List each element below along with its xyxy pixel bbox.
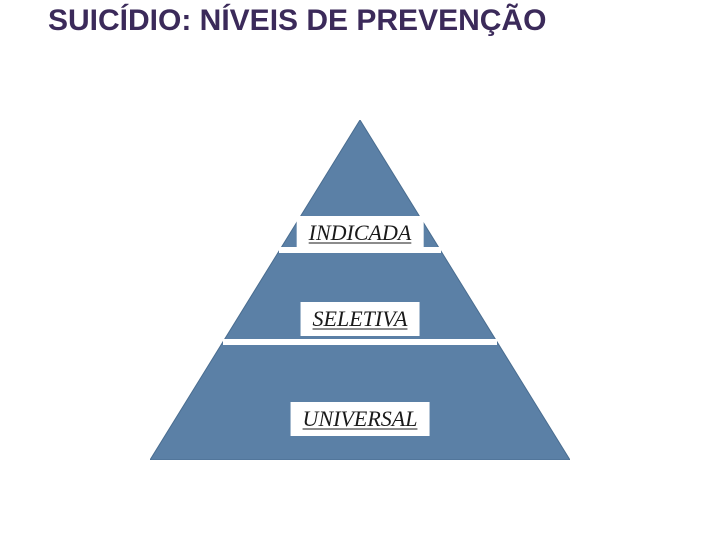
pyramid-level-label-seletiva: SELETIVA	[301, 302, 420, 336]
page-title: SUICÍDIO: NÍVEIS DE PREVENÇÃO	[48, 4, 648, 39]
pyramid-level-label-indicada: INDICADA	[297, 216, 424, 250]
pyramid-level-label-universal: UNIVERSAL	[291, 402, 430, 436]
